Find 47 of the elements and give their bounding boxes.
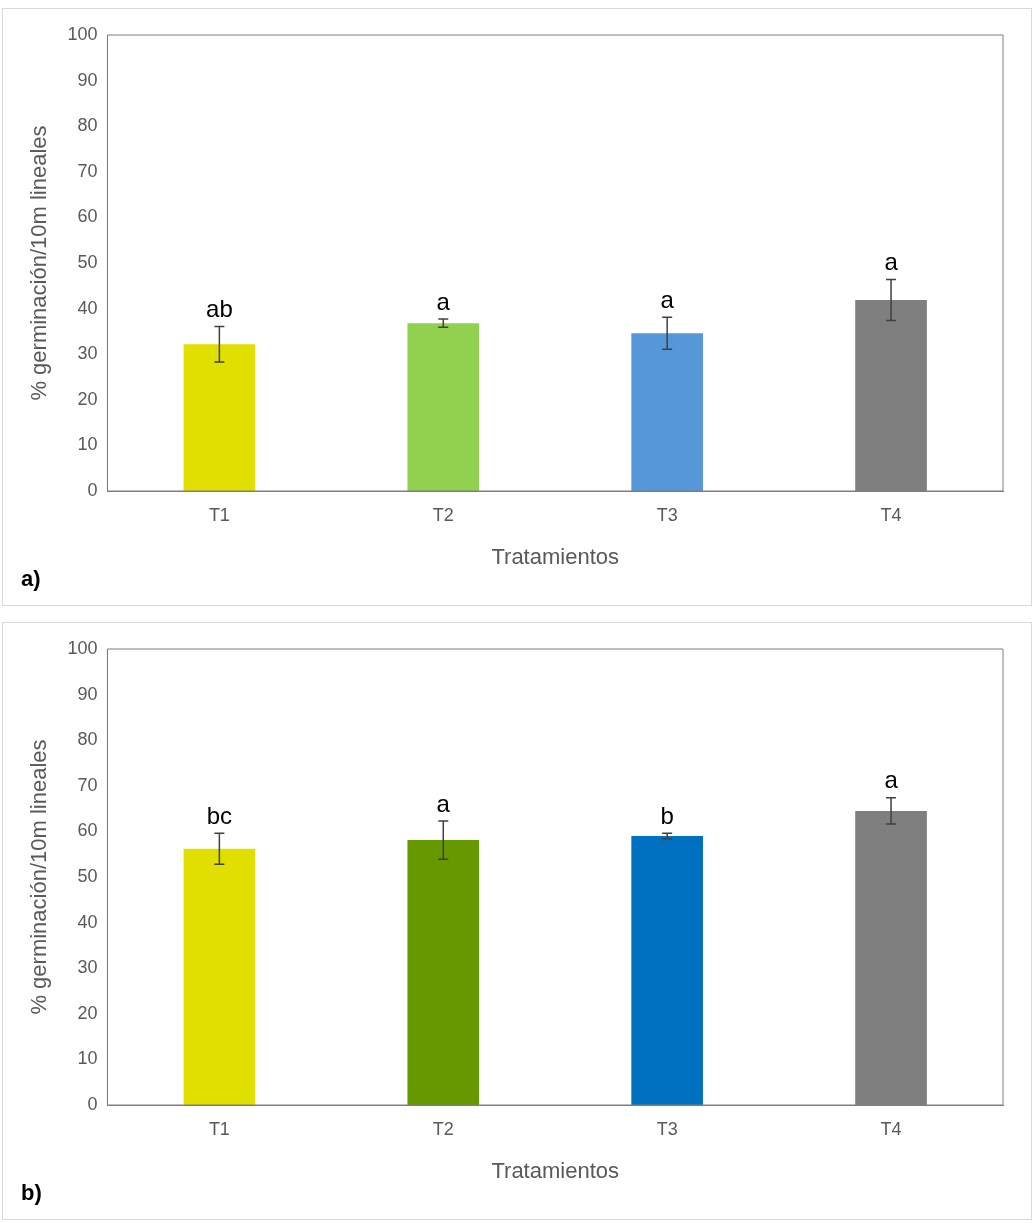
annotation: a [436,287,451,315]
annotation: b [660,801,674,829]
y-tick-label: 50 [77,251,98,272]
y-tick-label: 20 [77,1002,98,1023]
x-tick-label: T1 [208,504,230,525]
y-axis-title: % germinación/10m lineales [26,739,52,1015]
y-tick-label: 90 [77,69,98,90]
annotation: a [884,766,899,794]
x-tick-label: T2 [432,504,454,525]
annotation: a [660,285,675,313]
x-tick-label: T1 [208,1118,230,1139]
x-tick-label: T4 [880,504,902,525]
x-tick-label: T3 [656,504,678,525]
bar [183,848,256,1105]
bar [631,835,703,1105]
annotation: a [436,789,451,817]
y-tick-label: 0 [87,1093,98,1114]
y-tick-label: 80 [77,115,98,136]
y-tick-label: 30 [77,957,98,978]
y-tick-label: 100 [67,23,98,44]
y-tick-label: 60 [77,820,98,841]
annotation: bc [206,801,233,829]
x-axis-title: Tratamientos [491,1157,620,1183]
y-tick-label: 70 [77,774,98,795]
annotation: a [884,248,899,276]
y-tick-label: 60 [77,206,98,227]
y-tick-label: 40 [77,911,98,932]
text: b) [21,1180,42,1206]
text: a) [21,566,41,592]
y-tick-label: 30 [77,343,98,364]
y-tick-label: 50 [77,865,98,886]
y-tick-label: 10 [77,434,98,455]
x-tick-label: T2 [432,1118,454,1139]
y-tick-label: 90 [77,683,98,704]
y-tick-label: 80 [77,729,98,750]
bar [407,840,480,1105]
y-tick-label: 40 [77,297,98,318]
y-axis-title: % germinación/10m lineales [26,125,52,401]
y-tick-label: 20 [77,388,98,409]
y-tick-label: 10 [77,1048,98,1069]
x-axis-title: Tratamientos [491,543,620,569]
x-tick-label: T4 [880,1118,902,1139]
y-tick-label: 0 [87,479,98,500]
annotation: ab [206,295,233,323]
y-tick-label: 100 [67,637,98,658]
x-tick-label: T3 [656,1118,678,1139]
y-tick-label: 70 [77,160,98,181]
